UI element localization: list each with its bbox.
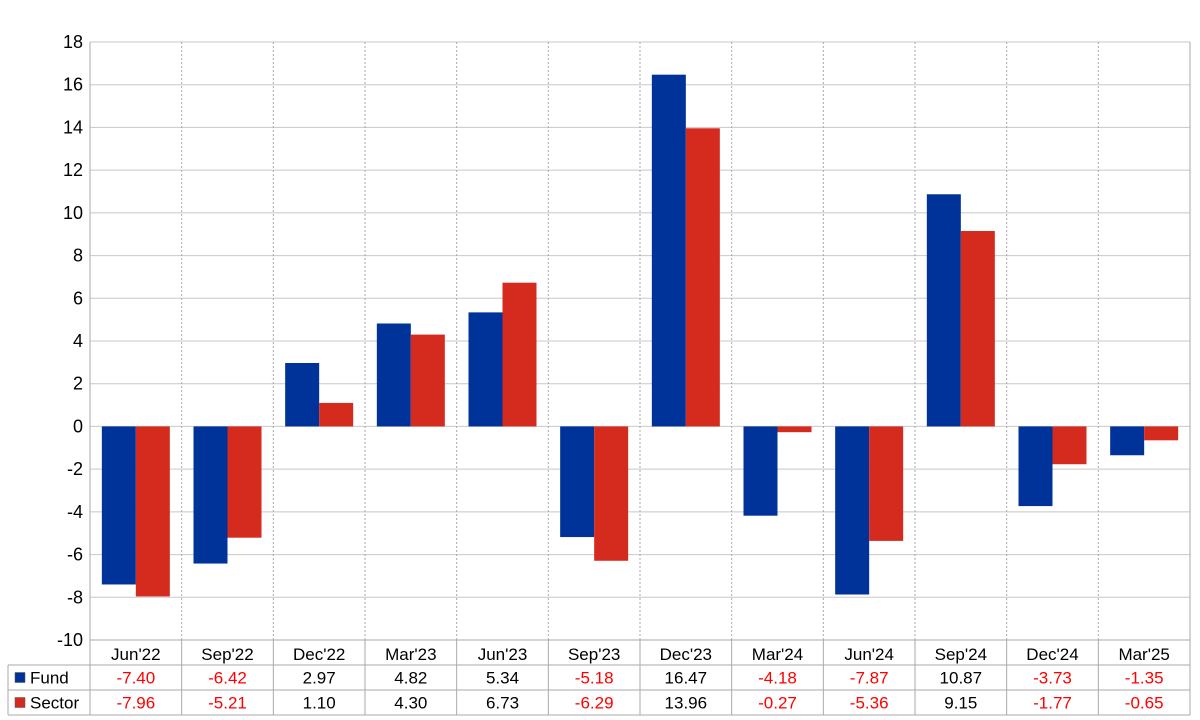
x-category-label: Jun'23 — [478, 645, 528, 664]
fund-bar — [926, 194, 961, 427]
series-name-label: Fund — [30, 669, 69, 688]
data-label: 5.34 — [486, 669, 519, 688]
data-label: 4.30 — [394, 694, 427, 713]
sector-bar — [319, 402, 354, 427]
sector-bar — [685, 128, 720, 427]
sector-bar — [594, 426, 629, 561]
data-label: -5.18 — [575, 669, 614, 688]
data-label: 2.97 — [303, 669, 336, 688]
sector-bar — [869, 426, 904, 541]
sector-legend-swatch — [14, 697, 26, 708]
fund-bar — [193, 426, 228, 564]
sector-bar — [410, 334, 445, 427]
x-category-label: Jun'24 — [844, 645, 894, 664]
x-category-label: Sep'24 — [935, 645, 987, 664]
y-tick-label: -6 — [67, 545, 83, 565]
fund-bar — [376, 323, 411, 427]
data-label: 6.73 — [486, 694, 519, 713]
series-name-label: Sector — [30, 694, 79, 713]
fund-bar — [468, 312, 503, 427]
y-tick-label: 0 — [73, 416, 83, 436]
data-label: -6.29 — [575, 694, 614, 713]
fund-bar — [1018, 426, 1053, 507]
y-tick-label: 8 — [73, 246, 83, 266]
data-label: -7.96 — [116, 694, 155, 713]
y-tick-label: 2 — [73, 374, 83, 394]
y-tick-label: -4 — [67, 502, 83, 522]
fund-bar — [835, 426, 870, 595]
data-label: 13.96 — [665, 694, 708, 713]
data-label: -7.87 — [850, 669, 889, 688]
data-label: -7.40 — [116, 669, 155, 688]
fund-bar — [285, 362, 320, 427]
data-label: 4.82 — [394, 669, 427, 688]
y-tick-label: 6 — [73, 288, 83, 308]
fund-bar — [743, 426, 778, 516]
data-label: -0.65 — [1125, 694, 1164, 713]
sector-bar — [135, 426, 170, 597]
y-tick-label: -2 — [67, 459, 83, 479]
bars — [101, 74, 1179, 597]
y-tick-label: -8 — [67, 587, 83, 607]
data-label: -1.77 — [1033, 694, 1072, 713]
y-tick-label: 4 — [73, 331, 83, 351]
fund-legend-swatch — [14, 672, 26, 683]
x-category-label: Mar'24 — [752, 645, 803, 664]
y-tick-label: 12 — [63, 160, 83, 180]
x-category-label: Dec'22 — [293, 645, 345, 664]
data-label: -1.35 — [1125, 669, 1164, 688]
data-table: Jun'22 Sep'22 Dec'22 Mar'23 Jun'23 Sep'23 Dec'… — [7, 639, 1190, 716]
x-category-label: Jun'22 — [111, 645, 161, 664]
data-label: -5.36 — [850, 694, 889, 713]
sector-bar — [227, 426, 262, 538]
y-tick-label: 18 — [63, 32, 83, 52]
x-category-label: Dec'24 — [1026, 645, 1078, 664]
data-label: 16.47 — [665, 669, 708, 688]
sector-bar — [502, 282, 537, 427]
data-label: -4.18 — [758, 669, 797, 688]
y-axis: 18 16 14 12 10 8 6 4 2 0 -2 -4 -6 -8 -10 — [57, 32, 83, 650]
data-label: 1.10 — [303, 694, 336, 713]
x-category-label: Mar'23 — [385, 645, 436, 664]
data-label: -5.21 — [208, 694, 247, 713]
fund-bar — [651, 74, 686, 427]
x-category-label: Sep'22 — [201, 645, 253, 664]
y-tick-label: -10 — [57, 630, 83, 650]
sector-bar — [777, 426, 812, 433]
x-category-label: Mar'25 — [1118, 645, 1169, 664]
fund-bar — [1110, 426, 1145, 456]
data-label: -6.42 — [208, 669, 247, 688]
data-label: -0.27 — [758, 694, 797, 713]
y-tick-label: 14 — [63, 117, 83, 137]
sector-bar — [960, 231, 995, 427]
y-tick-label: 16 — [63, 75, 83, 95]
x-category-label: Dec'23 — [660, 645, 712, 664]
x-category-label: Sep'23 — [568, 645, 620, 664]
gridlines — [89, 41, 1191, 715]
sector-bar — [1052, 426, 1087, 465]
y-tick-label: 10 — [63, 203, 83, 223]
fund-bar — [560, 426, 595, 538]
data-label: 10.87 — [940, 669, 983, 688]
fund-bar — [101, 426, 136, 585]
sector-bar — [1144, 426, 1179, 441]
data-label: 9.15 — [944, 694, 977, 713]
data-label: -3.73 — [1033, 669, 1072, 688]
